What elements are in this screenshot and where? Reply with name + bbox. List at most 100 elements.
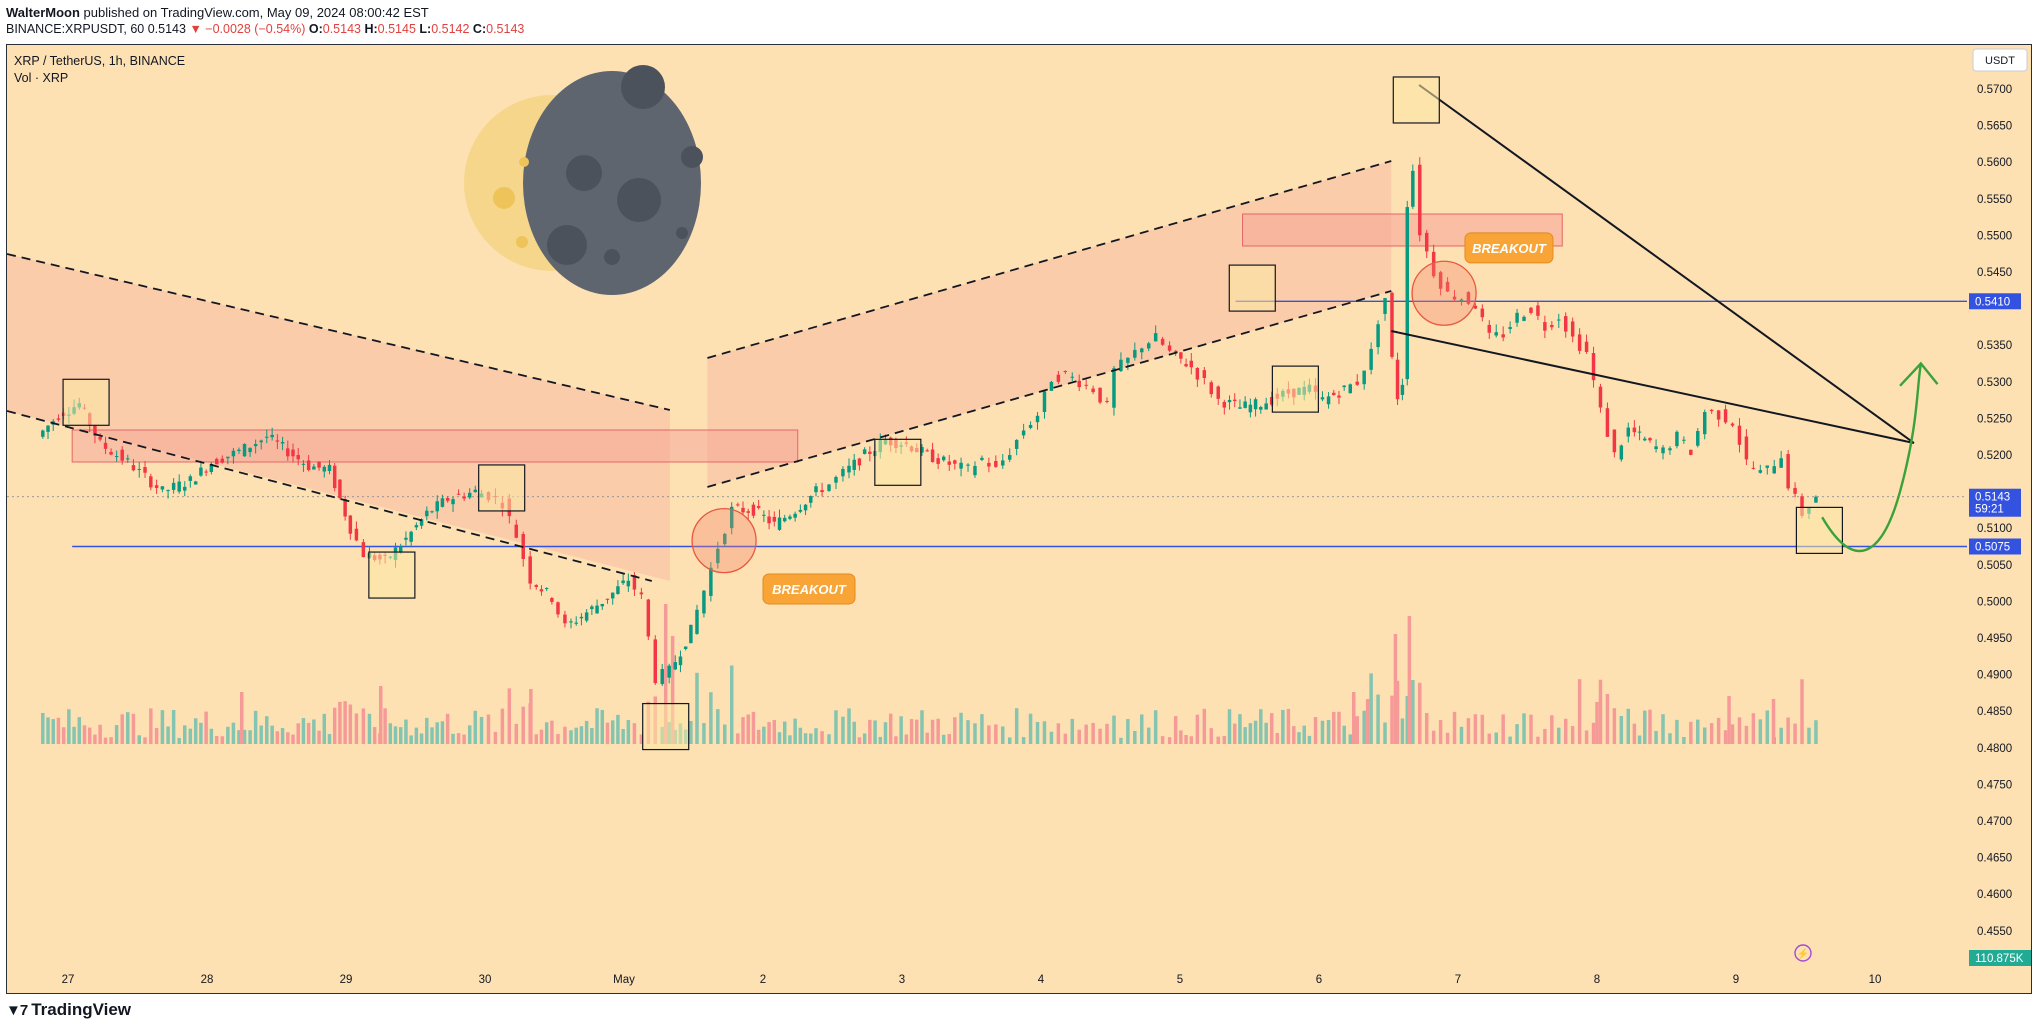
volume-bar (1320, 720, 1325, 744)
volume-bar (1042, 721, 1047, 744)
y-tick-label: 0.5600 (1977, 157, 2012, 169)
volume-spike (1407, 616, 1412, 744)
candle-body (723, 533, 727, 545)
candle-body (1227, 400, 1232, 403)
falling-channel-upper (7, 253, 671, 411)
volume-bar (1584, 730, 1589, 744)
volume-bar (467, 725, 472, 744)
volume-bar (798, 727, 803, 744)
volume-bar (888, 713, 893, 744)
volume-bar (61, 727, 66, 744)
candle-body (550, 598, 554, 602)
price-chart[interactable]: BREAKOUT BREAKOUT USDT 0.5700 0.5650 0.5600 0… (7, 45, 2031, 993)
volume-bar (994, 724, 998, 744)
volume-bar (114, 725, 119, 744)
volume-spike (1352, 692, 1356, 744)
candle-body (841, 468, 845, 477)
volume-bar (1070, 718, 1075, 744)
volume-bar (322, 713, 327, 744)
volume-bar (46, 717, 50, 744)
volume-bar (584, 720, 589, 744)
candle-body (332, 465, 337, 489)
volume-bar (1445, 732, 1450, 744)
volume-bar (1577, 679, 1582, 744)
candle-body (1146, 343, 1151, 349)
volume-bar (137, 735, 141, 744)
candle-body (579, 616, 584, 619)
volume-bar (1222, 736, 1227, 744)
x-tick-label: 7 (1455, 974, 1461, 986)
candle-body (973, 465, 977, 476)
candle-body (462, 496, 466, 499)
candle-body (1570, 321, 1575, 337)
volume-bar (143, 737, 147, 744)
volume-bar (709, 692, 713, 744)
candle-body (1173, 350, 1178, 352)
volume-bar (1800, 679, 1804, 744)
y-tick-label: 0.4650 (1977, 853, 2012, 865)
y-tick-label: 0.5350 (1977, 340, 2012, 352)
candle-body (1126, 357, 1130, 363)
volume-bar (109, 737, 113, 744)
candle-body (1362, 370, 1366, 385)
volume-bar (72, 726, 76, 744)
author-name[interactable]: WalterMoon (6, 5, 80, 20)
candle-body (610, 592, 615, 599)
candle-body (419, 519, 424, 526)
candle-body (1001, 460, 1005, 466)
y-tick-label: 0.4550 (1977, 926, 2012, 938)
candle-body (616, 586, 620, 594)
volume-bar (1001, 726, 1005, 744)
candle-body (343, 499, 347, 517)
volume-bar (270, 725, 274, 744)
volume-bar (947, 734, 951, 744)
volume-bar (291, 734, 295, 744)
volume-bar (563, 726, 567, 744)
candle-body (1264, 403, 1268, 410)
volume-bar (1028, 713, 1033, 744)
candle-body (1814, 496, 1818, 503)
candle-body (120, 449, 124, 461)
candle-body (1661, 447, 1665, 454)
candle-body (1184, 364, 1188, 367)
volume-bar (93, 734, 97, 744)
ohlc-close-label: C: (472, 22, 487, 36)
volume-bar (338, 701, 342, 744)
candle-body (1668, 448, 1672, 451)
candle-body (716, 548, 720, 564)
volume-bar (253, 710, 258, 744)
candle-body (756, 506, 761, 508)
volume-bar (857, 737, 862, 744)
candle-body (317, 461, 321, 468)
volume-bar (126, 712, 130, 744)
volume-bar (1550, 715, 1554, 744)
volume-bar (87, 727, 92, 744)
volume-bar (1431, 730, 1436, 744)
current-price-label: 59:21 (1975, 504, 2004, 516)
volume-bar (966, 720, 970, 744)
candle-body (270, 434, 274, 438)
y-tick-label: 0.4600 (1977, 889, 2012, 901)
candle-body (193, 481, 198, 485)
candle-body (600, 603, 605, 607)
tradingview-logo[interactable]: ▼7 TradingView (6, 1000, 131, 1020)
candle-body (1355, 381, 1359, 385)
price-change: −0.0028 (−0.54%) (205, 22, 306, 36)
chart-panel[interactable]: BREAKOUT BREAKOUT USDT 0.5700 0.5650 0.5600 0… (6, 44, 2032, 994)
volume-bar (367, 713, 372, 744)
candle-body (109, 451, 113, 455)
candle-body (1084, 384, 1088, 386)
volume-bar (343, 701, 347, 744)
volume-bar (120, 714, 124, 744)
volume-bar (925, 732, 929, 744)
level-high-label: 0.5410 (1975, 296, 2010, 308)
volume-bar (1675, 719, 1679, 744)
candle-body (226, 456, 230, 459)
falling-channel-lower (7, 410, 653, 582)
x-tick-label: 9 (1733, 974, 1739, 986)
volume-bar (590, 728, 594, 744)
y-tick-label: 0.4900 (1977, 670, 2012, 682)
volume-bar (1332, 711, 1336, 744)
volume-bar (1529, 714, 1533, 744)
volume-bar (1758, 719, 1763, 744)
